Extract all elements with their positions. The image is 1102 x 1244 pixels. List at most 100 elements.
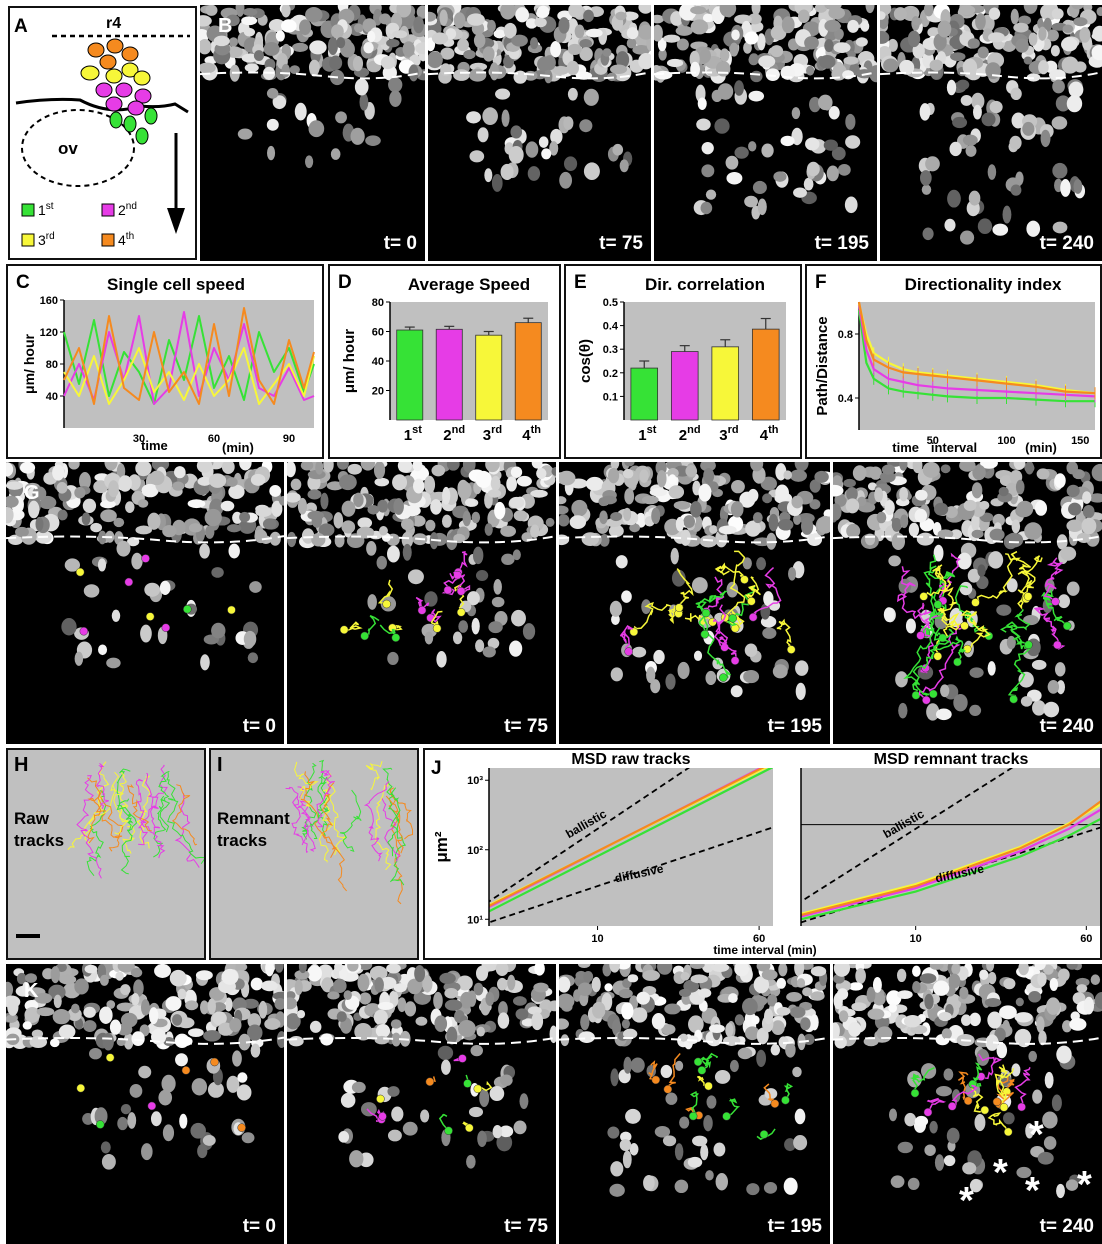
tracked-cell-marker <box>1023 592 1033 601</box>
nucleus <box>510 125 523 139</box>
nucleus <box>525 141 539 158</box>
category-label: 1st <box>638 424 656 444</box>
reference-slope-line <box>801 768 1014 903</box>
nucleus <box>781 16 795 34</box>
nucleus <box>214 42 231 56</box>
dir-correlation-chart: E Dir. correlation 0.1 0.2 0.3 0.4 0.5 cos(θ) 1s… <box>574 272 786 444</box>
nucleus <box>366 541 377 556</box>
panel-g-frame-4: t= 240 <box>833 462 1102 744</box>
nucleus <box>898 702 908 719</box>
nucleus <box>680 529 691 546</box>
nucleus <box>335 111 347 124</box>
nucleus <box>810 1014 819 1031</box>
nucleus <box>452 631 463 645</box>
nucleus <box>824 19 841 32</box>
nucleus <box>458 620 469 633</box>
nucleus <box>696 118 711 131</box>
nucleus <box>6 481 24 490</box>
nucleus <box>380 56 395 70</box>
nucleus <box>934 502 949 516</box>
tracked-cell-marker <box>980 1105 990 1115</box>
nucleus <box>904 1014 922 1028</box>
tracked-cell-marker <box>923 1108 933 1117</box>
asterisk-marker: * <box>1077 1164 1092 1206</box>
tracked-cell-marker <box>911 690 921 700</box>
nucleus <box>470 1045 483 1057</box>
nucleus <box>485 462 500 473</box>
nucleus <box>933 33 947 51</box>
panel-e: E Dir. correlation 0.1 0.2 0.3 0.4 0.5 cos(θ) 1s… <box>564 264 802 459</box>
nucleus <box>436 651 447 668</box>
nucleus <box>1011 1063 1021 1077</box>
nucleus <box>456 975 473 991</box>
nucleus <box>386 38 400 48</box>
nucleus <box>1091 45 1102 61</box>
nucleus <box>1046 29 1059 42</box>
x-tick-label: 60 <box>753 933 765 945</box>
nucleus <box>538 136 549 148</box>
nucleus <box>52 1009 71 1025</box>
nucleus <box>1076 984 1088 993</box>
nucleus <box>807 533 823 547</box>
nucleus <box>133 979 144 997</box>
nucleus <box>97 558 107 572</box>
nucleus <box>833 42 851 53</box>
category-label: 4th <box>760 424 779 444</box>
nucleus <box>487 637 500 649</box>
nucleus <box>933 544 944 562</box>
cell-track <box>438 1113 450 1132</box>
nucleus <box>1079 27 1091 43</box>
nucleus <box>866 986 876 1003</box>
nuclei-image <box>200 5 425 169</box>
nucleus <box>1023 5 1038 14</box>
nucleus <box>873 992 886 1006</box>
raw-tracks-caption: Raw tracks <box>14 808 64 852</box>
nucleus <box>747 13 762 25</box>
nucleus <box>497 977 508 991</box>
msd-series-line <box>801 800 1101 917</box>
nucleus <box>1051 8 1064 20</box>
nucleus <box>975 13 986 31</box>
nucleus <box>834 28 844 40</box>
nucleus <box>912 965 921 977</box>
nucleus <box>400 518 414 531</box>
nucleus <box>213 35 230 47</box>
nucleus <box>661 1024 676 1035</box>
migration-track <box>116 768 134 832</box>
tracked-cell-marker <box>947 1102 957 1111</box>
cell-track <box>705 576 725 612</box>
migration-track <box>375 781 392 871</box>
msd-series-line <box>489 768 773 913</box>
nucleus <box>373 1009 388 1026</box>
nucleus <box>200 38 212 55</box>
cell-track <box>903 625 935 696</box>
nucleus <box>360 462 376 471</box>
nucleus <box>15 526 29 538</box>
nucleus <box>172 481 185 491</box>
nucleus <box>814 470 829 483</box>
nucleus <box>90 522 103 533</box>
nucleus <box>778 964 788 977</box>
nucleus <box>833 503 842 521</box>
migration-track <box>166 772 207 865</box>
raw-tracks-plot <box>67 761 207 879</box>
category-label: 2nd <box>679 424 701 444</box>
tracked-cell-marker <box>458 1054 467 1063</box>
cell-4th <box>87 42 105 58</box>
tracked-cell-marker <box>1024 640 1033 650</box>
nucleus <box>803 1033 815 1045</box>
migration-track <box>285 786 304 846</box>
nucleus <box>599 510 608 525</box>
nucleus <box>883 58 899 73</box>
nucleus <box>731 29 740 41</box>
nucleus <box>244 63 259 72</box>
nucleus <box>392 474 408 491</box>
nucleus <box>578 1031 595 1044</box>
nucleus <box>1002 205 1012 224</box>
nucleus <box>374 477 390 487</box>
nucleus <box>329 55 343 71</box>
nucleus <box>150 1111 162 1127</box>
cell-track <box>996 1067 1015 1108</box>
nucleus <box>416 5 425 19</box>
cell-3rd <box>80 65 100 81</box>
